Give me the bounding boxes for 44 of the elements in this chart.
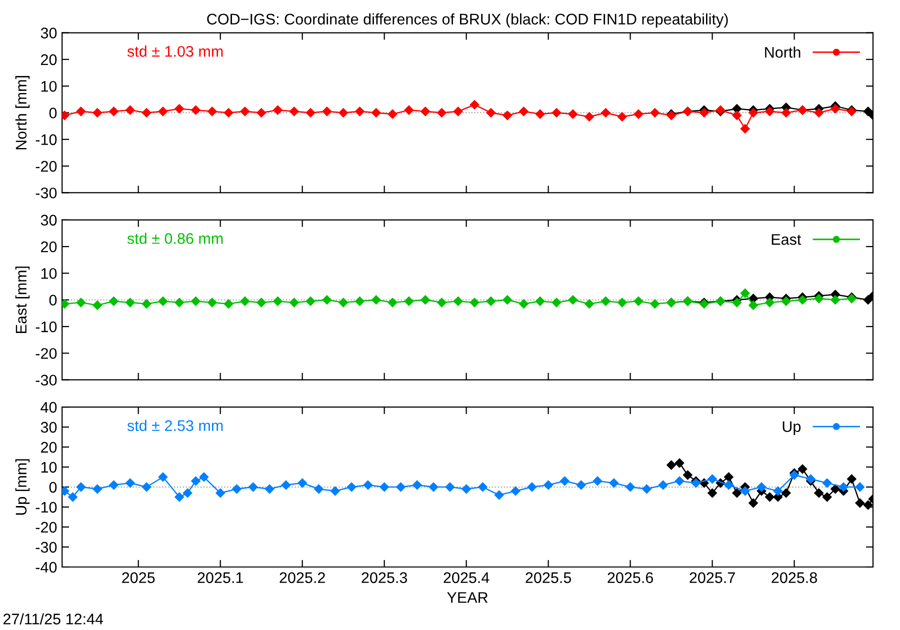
y-tick-label: -20 xyxy=(36,348,57,359)
y-tick-label: -30 xyxy=(36,542,57,553)
y-tick-label: 30 xyxy=(40,28,57,38)
y-tick-label: -10 xyxy=(36,321,57,332)
annotation: std ± 2.53 mm xyxy=(127,420,223,432)
x-tick-label: 2025.6 xyxy=(608,572,653,584)
y-tick-label: 0 xyxy=(49,482,57,493)
y-tick-label: -40 xyxy=(36,562,57,573)
y-tick-label: -30 xyxy=(36,188,57,198)
y-tick-label: 10 xyxy=(41,268,57,279)
y-tick-label: -10 xyxy=(36,134,57,146)
y-tick-label: -20 xyxy=(36,160,57,172)
y-tick-label: -20 xyxy=(36,522,57,533)
x-tick-label: 2025.5 xyxy=(526,572,572,584)
x-tick-label: 2025 xyxy=(122,572,155,584)
y-tick-label: 0 xyxy=(49,108,57,118)
x-tick-label: 2025.8 xyxy=(772,572,817,584)
x-tick-label: 2025.2 xyxy=(280,572,325,584)
y-axis-title: Up [mm] xyxy=(15,459,30,515)
y-axis-title: East [mm] xyxy=(15,266,30,334)
y-tick-label: 10 xyxy=(41,80,57,92)
y-tick-label: 40 xyxy=(40,402,57,413)
y-tick-label: 10 xyxy=(41,462,57,473)
x-axis-title: YEAR xyxy=(447,592,488,603)
annotation: std ± 0.86 mm xyxy=(127,232,223,244)
x-tick-label: 2025.7 xyxy=(690,572,735,584)
y-tick-label: 20 xyxy=(41,54,57,66)
x-tick-label: 2025.3 xyxy=(362,572,408,584)
legend-label: Up xyxy=(782,421,801,436)
y-tick-label: -10 xyxy=(36,502,57,513)
y-axis-title: North [mm] xyxy=(15,76,30,150)
y-tick-label: 20 xyxy=(41,241,57,252)
x-tick-label: 2025.4 xyxy=(444,572,490,584)
annotation: std ± 1.03 mm xyxy=(127,46,223,57)
text: 27/11/25 12:44 xyxy=(3,613,104,624)
y-tick-label: 20 xyxy=(41,442,57,453)
y-tick-label: -30 xyxy=(36,374,57,386)
y-tick-label: 0 xyxy=(49,294,57,306)
y-tick-label: 30 xyxy=(40,422,57,433)
x-tick-label: 2025.1 xyxy=(198,572,243,584)
legend-label: East xyxy=(772,234,802,245)
y-tick-label: 30 xyxy=(40,214,57,226)
chart-title: COD−IGS: Coordinate differences of BRUX (black: COD FIN1D repeatability) xyxy=(207,13,728,28)
legend-label: North xyxy=(765,46,800,58)
